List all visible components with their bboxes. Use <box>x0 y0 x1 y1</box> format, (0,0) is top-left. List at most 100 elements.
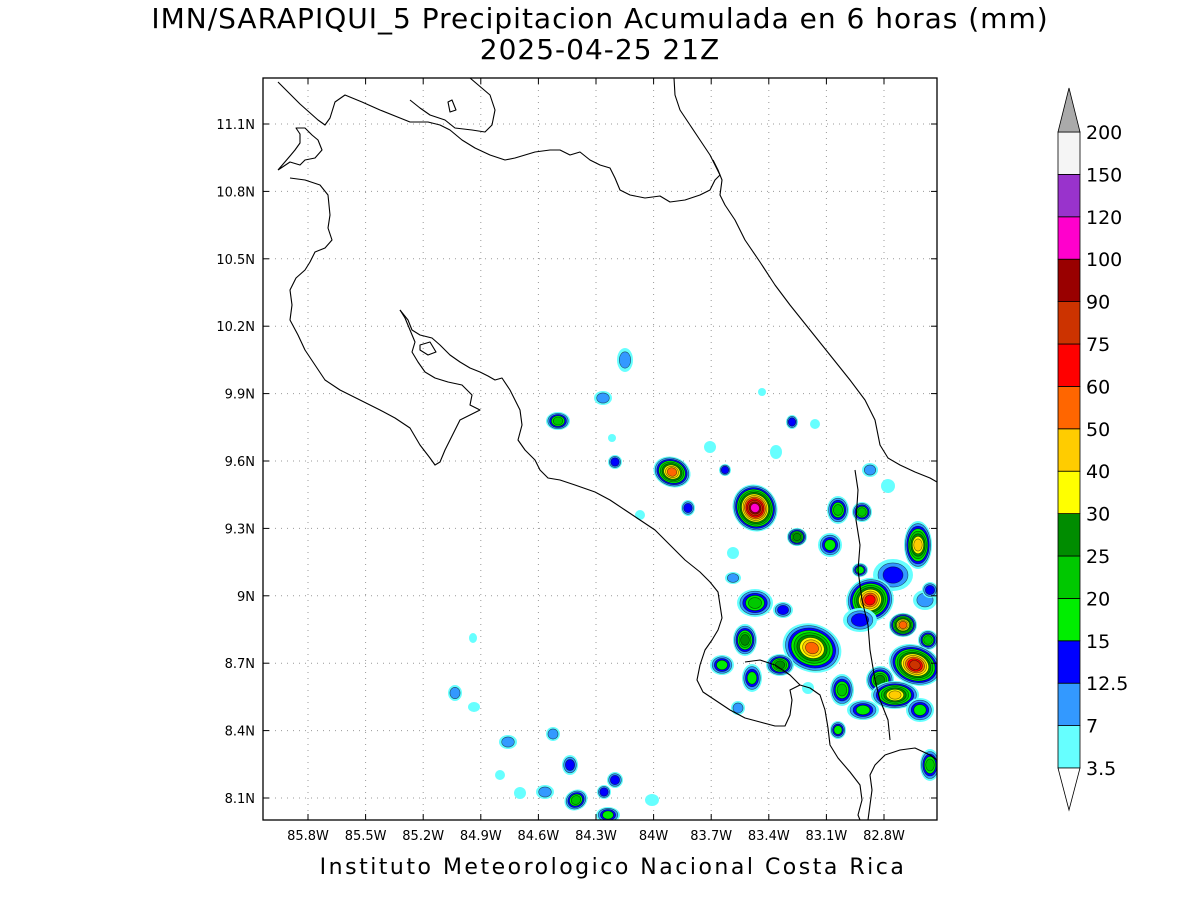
precip-contour <box>792 533 802 541</box>
precip-contour <box>881 479 895 493</box>
precip-contour <box>770 445 782 459</box>
colorbar-swatch <box>1057 385 1081 430</box>
latitude-tick-label: 10.8N <box>216 185 255 200</box>
colorbar-swatch <box>1057 513 1081 557</box>
colorbar-swatch <box>1057 258 1081 303</box>
coastline <box>277 78 937 820</box>
colorbar-swatch <box>1057 216 1081 260</box>
pacific-coast-guanacaste <box>277 127 481 466</box>
precip-contour <box>704 441 716 453</box>
precip-contour <box>469 633 477 643</box>
longitude-tick-label: 84.3W <box>575 829 617 844</box>
colorbar-level-label: 200 <box>1086 122 1122 144</box>
precip-contour <box>740 634 750 646</box>
precip-contour <box>449 687 461 699</box>
precip-contour <box>666 467 678 477</box>
colorbar-level-label: 120 <box>1086 207 1122 229</box>
colorbar-swatch <box>1057 470 1081 515</box>
longitude-tick-label: 84.9W <box>460 829 502 844</box>
colorbar-level-label: 40 <box>1086 461 1110 483</box>
island-outline <box>419 341 437 356</box>
colorbar-level-label: 50 <box>1086 419 1110 441</box>
precip-contour <box>925 585 935 595</box>
nicaragua-coast-line <box>409 78 496 133</box>
colorbar-swatch <box>1057 301 1081 345</box>
colorbar-swatch <box>1057 173 1081 218</box>
precipitation-field <box>448 348 937 820</box>
colorbar-level-label: 25 <box>1086 546 1110 568</box>
precip-contour <box>913 538 923 552</box>
colorbar-level-label: 15 <box>1086 631 1110 653</box>
panama-border-line <box>854 469 891 741</box>
nicoya-gulf-coast <box>399 309 863 820</box>
precip-contour <box>864 594 876 606</box>
precip-contour <box>495 770 505 780</box>
latitude-tick-label: 11.1N <box>216 118 255 133</box>
colorbar-level-label: 90 <box>1086 292 1110 314</box>
osa-peninsula-coast <box>744 659 801 686</box>
precip-contour <box>635 510 645 520</box>
latitude-tick-label: 9.6N <box>225 455 255 470</box>
precip-contour <box>777 605 789 615</box>
precip-contour <box>727 547 739 559</box>
precip-contour <box>602 810 614 820</box>
latitude-tick-label: 9.3N <box>225 522 255 537</box>
latitude-tick-label: 9N <box>237 590 255 605</box>
longitude-tick-label: 85.8W <box>287 829 329 844</box>
colorbar-level-label: 30 <box>1086 504 1110 526</box>
colorbar-over-arrow <box>1057 87 1081 133</box>
precip-contour <box>787 417 797 427</box>
precip-contour <box>565 759 575 771</box>
colorbar-level-label: 75 <box>1086 334 1110 356</box>
longitude-tick-label: 83.1W <box>805 829 847 844</box>
colorbar-swatch <box>1057 725 1081 769</box>
latitude-tick-label: 10.5N <box>216 253 255 268</box>
precip-contour <box>898 621 908 629</box>
map-grid <box>263 78 937 820</box>
precip-contour <box>805 641 819 655</box>
longitude-tick-labels: 85.8W 85.5W 85.2W 84.9W 84.6W 84.3W 84W 83.7W 83… <box>287 829 905 844</box>
small-island-outline <box>447 99 457 113</box>
precip-contour <box>857 507 867 517</box>
precip-contour <box>824 539 836 551</box>
longitude-tick-label: 83.7W <box>690 829 732 844</box>
colorbar-swatch <box>1057 343 1081 387</box>
precip-contour <box>758 388 766 396</box>
precip-contour <box>619 351 631 369</box>
latitude-tick-label: 8.1N <box>225 792 255 807</box>
colorbar-level-label: 7 <box>1086 716 1098 738</box>
precip-contour <box>925 758 935 772</box>
caribbean-coast-line <box>712 159 937 483</box>
precip-contour <box>923 635 933 645</box>
colorbar-level-label: 100 <box>1086 249 1122 271</box>
colorbar-swatch <box>1057 598 1081 642</box>
nicaragua-border-line <box>277 78 721 203</box>
precip-contour <box>882 566 904 584</box>
latitude-tick-labels: 11.1N 10.8N 10.5N 10.2N 9.9N 9.6N 9.3N 9N 8.7N 8.… <box>216 118 255 807</box>
precip-contour <box>732 702 744 714</box>
colorbar-level-label: 60 <box>1086 376 1110 398</box>
precip-contour <box>683 503 693 513</box>
longitude-tick-label: 83.4W <box>748 829 790 844</box>
precip-contour <box>716 659 728 671</box>
colorbar-level-label: 150 <box>1086 164 1122 186</box>
precip-contour <box>720 465 730 475</box>
colorbar-level-label: 3.5 <box>1086 758 1116 780</box>
precip-contour <box>514 787 526 799</box>
precip-contour <box>645 794 659 806</box>
colorbar-level-label: 20 <box>1086 588 1110 610</box>
latitude-tick-label: 10.2N <box>216 320 255 335</box>
precip-contour <box>909 660 921 670</box>
map-frame <box>262 77 938 821</box>
footer-institution: Instituto Meteorologico Nacional Costa R… <box>319 855 907 880</box>
precip-contour <box>547 728 559 740</box>
longitude-tick-label: 84.6W <box>517 829 559 844</box>
axis-ticks <box>263 78 937 820</box>
colorbar-swatch <box>1057 555 1081 599</box>
precip-contour <box>855 565 865 575</box>
latitude-tick-label: 9.9N <box>225 388 255 403</box>
precip-contour <box>888 690 902 700</box>
map-subtitle-date: 2025-04-25 21Z <box>479 33 721 66</box>
precip-contour <box>552 416 564 426</box>
